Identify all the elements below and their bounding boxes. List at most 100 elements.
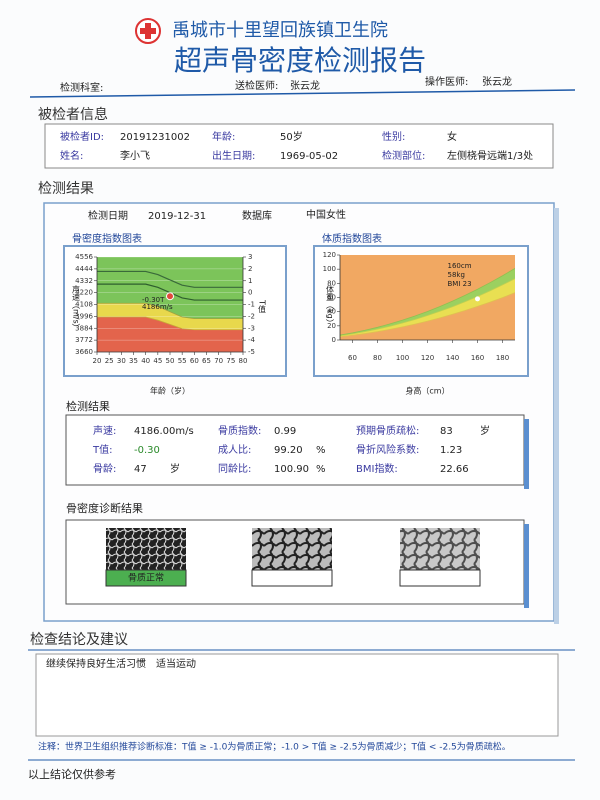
y-tick-label: 3996 (75, 312, 93, 320)
y-axis-label: 声速（m/s） (72, 284, 81, 332)
marker (475, 296, 480, 302)
measure-label: 骨龄: (93, 462, 116, 475)
x-tick-label: 80 (373, 354, 382, 362)
reference-line (97, 270, 243, 288)
field-label: 检测部位: (382, 149, 425, 162)
field-label: 被检者ID: (60, 130, 104, 143)
x-tick-label: 140 (446, 354, 459, 362)
measurements: 声速: 4186.00m/s T值: -0.30 骨龄: 47 岁 骨质指数: 0.99 成人比:… (92, 424, 490, 475)
y-axis-label: 体重（kg） (326, 284, 335, 327)
boundary-line (340, 278, 515, 337)
charts: 骨密度指数图表 3660 3772 3884 3996 4108 4220 4332 4444 4… (63, 232, 529, 396)
shadow (524, 419, 529, 489)
x-tick-label: 180 (496, 354, 509, 362)
shadow (524, 524, 529, 608)
field-value: 女 (447, 130, 457, 143)
chart-title: 体质指数图表 (322, 232, 382, 245)
measure-value: 4186.00m/s (134, 426, 194, 437)
field-value: 左侧桡骨远端1/3处 (447, 149, 533, 162)
marker-label: 4186m/s (142, 303, 173, 311)
result-tag (251, 569, 333, 587)
y-tick-label: 40 (327, 308, 336, 316)
boundary-line (97, 316, 243, 331)
y2-tick-label: -1 (248, 301, 255, 309)
x-tick-label: 50 (166, 357, 175, 365)
y-tick-label: 3772 (75, 336, 93, 344)
field-value: 50岁 (280, 130, 303, 143)
x-axis-label: 年龄（岁） (150, 386, 190, 396)
measure-value: 22.66 (440, 464, 469, 475)
referring-label: 送检医师: (235, 79, 278, 92)
chart-title: 骨密度指数图表 (72, 232, 142, 245)
y-tick-label: 3660 (75, 348, 93, 356)
measure-value: 1.23 (440, 445, 462, 456)
zone-area (340, 292, 515, 340)
measure-label: 骨质指数: (218, 424, 261, 437)
patient-fields: 被检者ID: 20191231002 年龄: 50岁 性别: 女姓名: 李小飞 出生日期: 19… (60, 130, 533, 162)
y-tick-label: 4332 (75, 277, 93, 285)
field-value: 1969-05-02 (280, 151, 338, 162)
y2-tick-label: -5 (248, 348, 255, 356)
y-tick-label: 120 (323, 251, 336, 259)
x-tick-label: 160 (471, 354, 484, 362)
boundary-line (340, 292, 515, 338)
x-tick-label: 20 (93, 357, 102, 365)
marker-label: -0.30T (142, 296, 165, 304)
plot-area (97, 257, 243, 352)
bone-image (106, 528, 186, 570)
hospital-name: 禹城市十里望回族镇卫生院 (172, 20, 388, 41)
x-axis-label: 身高（cm） (405, 386, 449, 396)
zone-area (97, 317, 243, 352)
x-tick-label: 75 (226, 357, 235, 365)
note: 注释：世界卫生组织推荐诊断标准：T值 ≥ -1.0为骨质正常；-1.0 > T值… (38, 741, 511, 753)
measure-value: 0.99 (274, 426, 296, 437)
operator-label: 操作医师: (425, 75, 468, 88)
field-label: 出生日期: (212, 149, 255, 162)
date-label: 检测日期 (88, 209, 128, 222)
measure-value: 99.20 (274, 445, 303, 456)
y2-tick-label: 3 (248, 253, 252, 261)
measure-value: 47 (134, 464, 147, 475)
sub-title: 检测结果 (66, 399, 110, 413)
x-tick-label: 80 (239, 357, 248, 365)
boundary-line (340, 268, 515, 336)
measure-label: 预期骨质疏松: (356, 424, 419, 437)
report-title: 超声骨密度检测报告 (174, 44, 426, 77)
x-tick-label: 100 (396, 354, 409, 362)
logo (135, 18, 161, 44)
y2-tick-label: -2 (248, 312, 255, 320)
database-label: 数据库 (242, 209, 272, 222)
y2-tick-label: 1 (248, 277, 252, 285)
bone-image (252, 528, 332, 570)
measure-box (65, 414, 525, 486)
y-tick-label: 80 (327, 279, 336, 287)
x-tick-label: 120 (421, 354, 434, 362)
field-label: 性别: (382, 130, 405, 143)
operator: 张云龙 (482, 75, 512, 88)
y2-tick-label: 2 (248, 265, 252, 273)
marker-label: 160cm (448, 262, 472, 270)
x-tick-label: 55 (178, 357, 187, 365)
diagnosis-result: 骨质正常 (128, 572, 164, 584)
bone-image (400, 528, 480, 570)
y-tick-label: 4108 (75, 301, 93, 309)
section-title: 检测结果 (38, 181, 94, 197)
x-tick-label: 70 (214, 357, 223, 365)
plot: 0 20 40 60 80 100 120 60 80 100 120 140 160 180 体重（kg）… (323, 251, 515, 396)
x-tick-label: 40 (141, 357, 150, 365)
result-tag (105, 569, 187, 587)
measure-unit: % (316, 445, 326, 456)
boundary-line (97, 302, 243, 320)
y2-tick-label: 0 (248, 289, 252, 297)
conclusion-box (35, 653, 559, 737)
measure-value: -0.30 (134, 445, 160, 456)
marker-label: 58kg (448, 271, 465, 279)
field-value: 李小飞 (120, 149, 150, 162)
database: 中国女性 (306, 208, 346, 221)
patient-box (44, 123, 554, 169)
measure-label: BMI指数: (356, 462, 398, 475)
measure-label: 声速: (93, 424, 116, 437)
section-title: 被检者信息 (38, 106, 108, 123)
y-tick-label: 20 (327, 322, 336, 330)
